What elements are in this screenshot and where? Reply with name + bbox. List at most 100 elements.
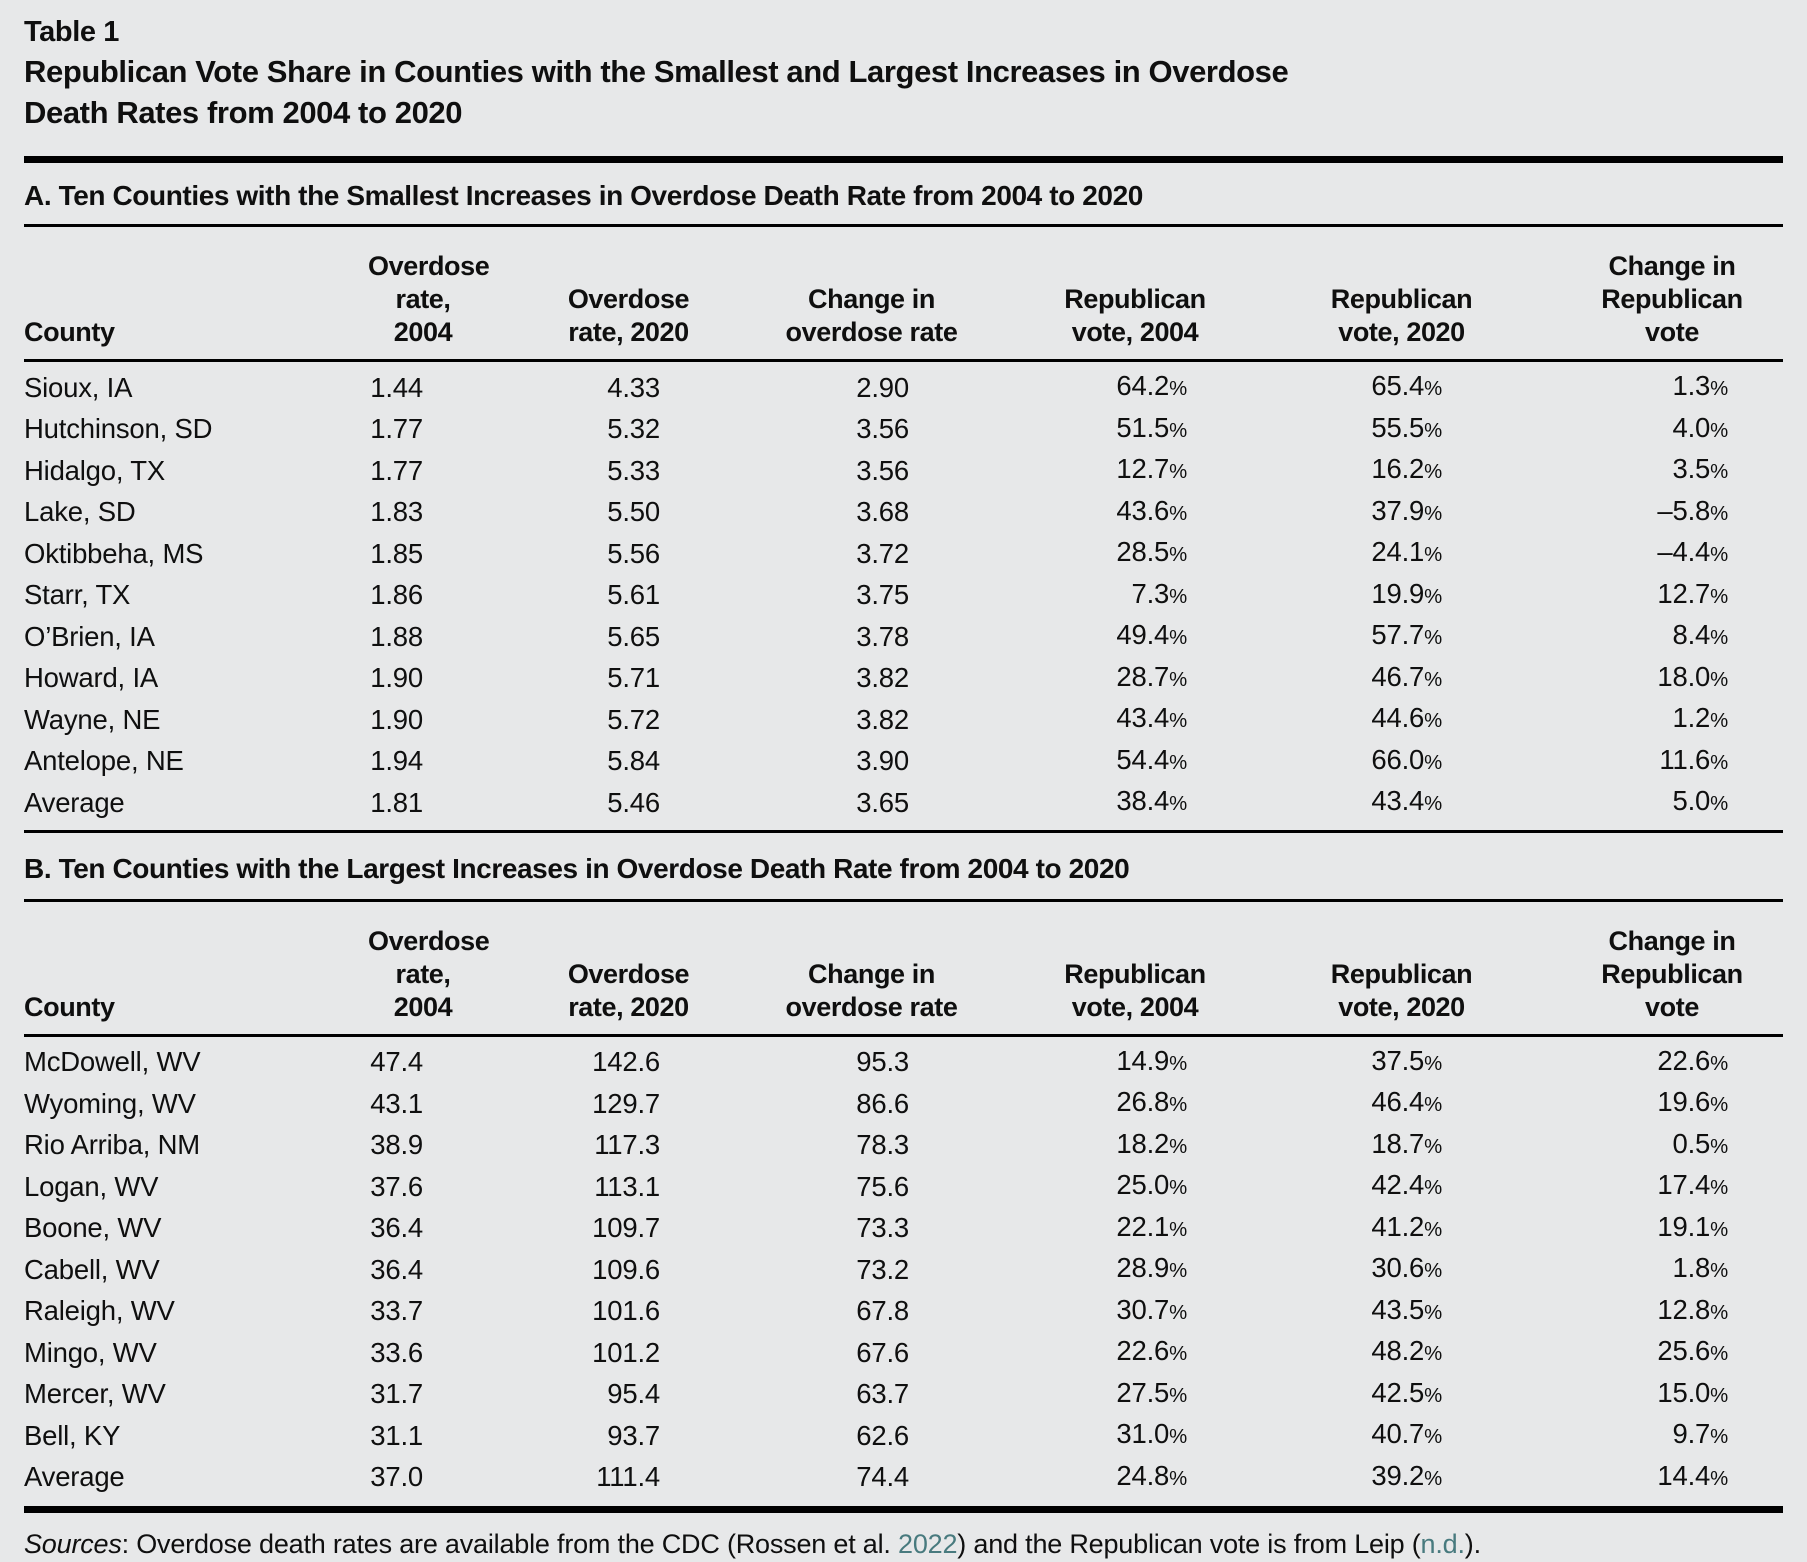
percent-sign: % <box>1710 1467 1728 1490</box>
value-cell: 95.4 <box>607 1378 660 1409</box>
panel-a-header: County Overdose rate, 2004 Overdose rate, … <box>24 227 1783 362</box>
value-cell: 3.78 <box>856 620 909 652</box>
table-row: Hidalgo, TX 1.77 5.33 3.56 12.7% 16.2% 3.5% <box>24 450 1783 492</box>
table-title-line2: Death Rates from 2004 to 2020 <box>24 95 463 130</box>
table-row: Bell, KY 31.1 93.7 62.6 31.0% 40.7% 9.7% <box>24 1415 1783 1457</box>
column-header: Change in Republican vote <box>1497 227 1783 362</box>
county-cell: Boone, WV <box>24 1212 162 1243</box>
value-cell: 11.6% <box>1659 743 1728 775</box>
percent-sign: % <box>1710 1384 1728 1407</box>
value-cell: 62.6 <box>856 1419 909 1451</box>
table-row: O’Brien, IA 1.88 5.65 3.78 49.4% 57.7% 8.4% <box>24 616 1783 658</box>
county-cell: Logan, WV <box>24 1170 159 1202</box>
county-cell: Starr, TX <box>24 579 131 610</box>
value-cell: 46.7% <box>1371 660 1442 692</box>
value-cell: 3.90 <box>856 745 909 776</box>
percent-sign: % <box>1710 1260 1728 1282</box>
value-cell: 1.44 <box>370 371 423 403</box>
value-cell: 12.7% <box>1657 577 1728 609</box>
value-cell: 39.2% <box>1371 1459 1442 1491</box>
percent-sign: % <box>1169 793 1187 815</box>
percent-sign: % <box>1169 1467 1187 1490</box>
value-cell: 40.7% <box>1371 1418 1442 1449</box>
value-cell: 37.9% <box>1371 494 1442 526</box>
percent-sign: % <box>1169 1218 1187 1241</box>
value-cell: 30.7% <box>1116 1293 1187 1325</box>
value-cell: 42.4% <box>1371 1169 1442 1200</box>
percent-sign: % <box>1710 1343 1728 1365</box>
value-cell: 5.65 <box>607 620 660 652</box>
value-cell: 1.90 <box>370 662 423 693</box>
county-cell: Wyoming, WV <box>24 1087 196 1119</box>
percent-sign: % <box>1169 585 1187 608</box>
county-cell: Wayne, NE <box>24 703 161 735</box>
column-header: Overdose rate, 2004 <box>304 901 490 1037</box>
value-cell: 36.4 <box>370 1212 423 1243</box>
percent-sign: % <box>1424 502 1442 525</box>
county-cell: Bell, KY <box>24 1419 121 1451</box>
percent-sign: % <box>1424 378 1442 400</box>
value-cell: 4.33 <box>607 371 660 403</box>
percent-sign: % <box>1424 793 1442 815</box>
value-cell: 73.3 <box>856 1212 909 1243</box>
value-cell: 31.1 <box>370 1419 423 1451</box>
value-cell: 101.2 <box>592 1336 660 1368</box>
table-row: Hutchinson, SD 1.77 5.32 3.56 51.5% 55.5% 4.0% <box>24 409 1783 451</box>
value-cell: 67.6 <box>856 1336 909 1368</box>
value-cell: 1.90 <box>370 703 423 735</box>
value-cell: –5.8% <box>1657 494 1728 526</box>
value-cell: 28.9% <box>1116 1252 1187 1283</box>
percent-sign: % <box>1424 1467 1442 1490</box>
percent-sign: % <box>1169 1384 1187 1407</box>
value-cell: 19.9% <box>1371 577 1442 609</box>
panel-a-heading: A. Ten Counties with the Smallest Increa… <box>24 180 1143 211</box>
value-cell: 28.5% <box>1116 536 1187 567</box>
value-cell: 5.33 <box>607 454 660 486</box>
county-cell: Raleigh, WV <box>24 1295 175 1326</box>
column-header: Republican vote, 2020 <box>1242 901 1497 1037</box>
table-title-line1: Republican Vote Share in Counties with t… <box>24 54 1289 89</box>
value-cell: 5.71 <box>607 662 660 693</box>
header-row: County Overdose rate, 2004 Overdose rate, … <box>24 901 1783 1037</box>
citation-link[interactable]: 2022 <box>898 1529 958 1559</box>
percent-sign: % <box>1424 1426 1442 1448</box>
value-cell: 27.5% <box>1116 1376 1187 1408</box>
value-cell: 22.6% <box>1657 1044 1728 1076</box>
percent-sign: % <box>1710 1426 1728 1448</box>
percent-sign: % <box>1710 1177 1728 1199</box>
value-cell: 5.50 <box>607 496 660 527</box>
value-cell: 46.4% <box>1371 1086 1442 1117</box>
percent-sign: % <box>1424 710 1442 732</box>
value-cell: 15.0% <box>1657 1376 1728 1408</box>
percent-sign: % <box>1169 1343 1187 1365</box>
value-cell: 22.6% <box>1116 1335 1187 1366</box>
value-cell: 9.7% <box>1672 1418 1728 1449</box>
sources-note: Sources: Overdose death rates are availa… <box>24 1526 1783 1562</box>
percent-sign: % <box>1169 544 1187 566</box>
citation-link[interactable]: n.d. <box>1420 1529 1465 1559</box>
value-cell: 41.2% <box>1371 1210 1442 1242</box>
value-cell: 12.8% <box>1657 1293 1728 1325</box>
percent-sign: % <box>1710 710 1728 732</box>
value-cell: 18.0% <box>1657 660 1728 692</box>
percent-sign: % <box>1169 378 1187 400</box>
table-row: McDowell, WV 47.4 142.6 95.3 14.9% 37.5% 22.6% <box>24 1035 1783 1083</box>
value-cell: 37.6 <box>370 1170 423 1202</box>
county-cell: Average <box>24 786 125 818</box>
table-row: Howard, IA 1.90 5.71 3.82 28.7% 46.7% 18.0% <box>24 658 1783 700</box>
percent-sign: % <box>1710 1218 1728 1241</box>
bottom-divider <box>24 1506 1783 1513</box>
table-row: Raleigh, WV 33.7 101.6 67.8 30.7% 43.5% 12.8% <box>24 1291 1783 1333</box>
county-cell: Sioux, IA <box>24 371 133 403</box>
value-cell: 14.4% <box>1657 1459 1728 1491</box>
percent-sign: % <box>1710 544 1728 566</box>
table-row: Logan, WV 37.6 113.1 75.6 25.0% 42.4% 17.4% <box>24 1166 1783 1208</box>
value-cell: 3.82 <box>856 703 909 735</box>
value-cell: 12.7% <box>1116 453 1187 484</box>
column-header: Change in overdose rate <box>715 901 964 1037</box>
value-cell: –4.4% <box>1657 536 1728 567</box>
value-cell: 73.2 <box>856 1253 909 1285</box>
county-cell: Hidalgo, TX <box>24 454 165 486</box>
county-cell: Cabell, WV <box>24 1253 160 1285</box>
panel-a-body: Sioux, IA 1.44 4.33 2.90 64.2% 65.4% 1.3% Hutch… <box>24 361 1783 824</box>
